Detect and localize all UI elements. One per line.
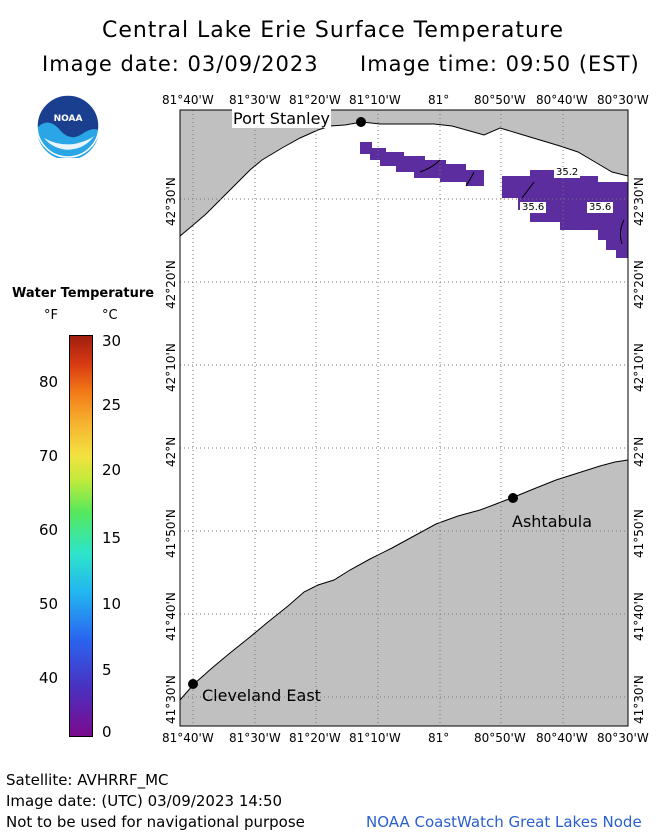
- lon-label: 81°40'W: [162, 731, 214, 745]
- lon-label: 81°40'W: [162, 93, 214, 107]
- south-shore-land: [179, 459, 629, 727]
- f-scale-label: 60: [39, 521, 59, 539]
- noaa-logo-icon: NOAA: [36, 94, 100, 161]
- c-scale-label: 25: [102, 396, 122, 414]
- c-scale-label: 10: [102, 595, 122, 613]
- noaa-logo-text: NOAA: [54, 114, 83, 124]
- lon-label: 81°30'W: [229, 93, 281, 107]
- c-scale-label: 15: [102, 529, 122, 547]
- credit-link[interactable]: NOAA CoastWatch Great Lakes Node: [366, 813, 642, 831]
- utc-date: Image date: (UTC) 03/09/2023 14:50: [6, 792, 283, 810]
- map-frame: [179, 109, 629, 727]
- north-shore-land: [179, 109, 629, 238]
- ashtabula-marker: [508, 493, 518, 503]
- contour-label: 35.6: [587, 202, 614, 213]
- cleveland-east-label: Cleveland East: [202, 686, 321, 705]
- lon-label: 81°10'W: [349, 93, 401, 107]
- c-scale-label: 0: [102, 723, 112, 741]
- lon-label: 80°50'W: [474, 731, 526, 745]
- lon-label: 80°40'W: [536, 93, 588, 107]
- lon-label: 80°30'W: [597, 731, 649, 745]
- legend-unit-f: °F: [44, 308, 58, 323]
- lon-label: 81°: [428, 731, 450, 745]
- port-stanley-marker: [356, 117, 366, 127]
- page-title: Central Lake Erie Surface Temperature: [101, 18, 565, 43]
- lon-label: 81°: [428, 93, 450, 107]
- temperature-color-bar: [69, 335, 93, 737]
- contour-lines: [419, 159, 625, 245]
- contour-label: 35.2: [554, 167, 581, 178]
- lon-label: 81°20'W: [289, 731, 341, 745]
- c-scale-label: 5: [102, 661, 112, 679]
- c-scale-label: 30: [102, 332, 122, 350]
- c-scale-label: 20: [102, 461, 122, 479]
- contour-label: 35.6: [520, 202, 547, 213]
- lon-label: 81°30'W: [229, 731, 281, 745]
- legend-title: Water Temperature: [12, 286, 155, 301]
- port-stanley-label: Port Stanley: [232, 109, 331, 128]
- lon-label: 81°10'W: [349, 731, 401, 745]
- map-grid: [180, 110, 628, 726]
- lon-label: 80°30'W: [597, 93, 649, 107]
- lon-label: 80°50'W: [474, 93, 526, 107]
- image-date: Image date: 03/09/2023: [42, 52, 319, 76]
- cold-water-regions: [360, 142, 628, 258]
- ashtabula-label: Ashtabula: [512, 512, 593, 531]
- disclaimer: Not to be used for navigational purpose: [6, 813, 305, 831]
- satellite-info: Satellite: AVHRRF_MC: [6, 771, 169, 789]
- f-scale-label: 50: [39, 595, 59, 613]
- lon-label: 80°40'W: [536, 731, 588, 745]
- cleveland-east-marker: [188, 679, 198, 689]
- lon-label: 81°20'W: [289, 93, 341, 107]
- image-time: Image time: 09:50 (EST): [360, 52, 640, 76]
- legend-unit-c: °C: [102, 308, 118, 323]
- f-scale-label: 70: [39, 447, 59, 465]
- f-scale-label: 80: [39, 373, 59, 391]
- f-scale-label: 40: [39, 669, 59, 687]
